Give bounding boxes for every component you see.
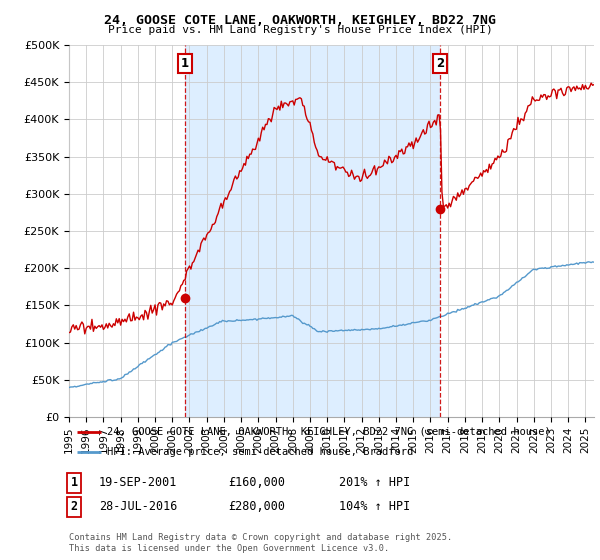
Bar [185,45,440,417]
Text: 24, GOOSE COTE LANE, OAKWORTH, KEIGHLEY, BD22 7NG (semi-detached house): 24, GOOSE COTE LANE, OAKWORTH, KEIGHLEY,… [107,427,551,437]
Text: 2: 2 [71,500,78,514]
Text: 201% ↑ HPI: 201% ↑ HPI [339,476,410,489]
Text: 104% ↑ HPI: 104% ↑ HPI [339,500,410,514]
Text: 24, GOOSE COTE LANE, OAKWORTH, KEIGHLEY, BD22 7NG: 24, GOOSE COTE LANE, OAKWORTH, KEIGHLEY,… [104,14,496,27]
Text: 1: 1 [181,57,189,70]
Text: £160,000: £160,000 [228,476,285,489]
Text: Contains HM Land Registry data © Crown copyright and database right 2025.
This d: Contains HM Land Registry data © Crown c… [69,533,452,553]
Text: HPI: Average price, semi-detached house, Bradford: HPI: Average price, semi-detached house,… [107,447,413,457]
Text: 1: 1 [71,476,78,489]
Text: 19-SEP-2001: 19-SEP-2001 [99,476,178,489]
Text: 2: 2 [436,57,445,70]
Text: 28-JUL-2016: 28-JUL-2016 [99,500,178,514]
Text: Price paid vs. HM Land Registry's House Price Index (HPI): Price paid vs. HM Land Registry's House … [107,25,493,35]
Text: £280,000: £280,000 [228,500,285,514]
